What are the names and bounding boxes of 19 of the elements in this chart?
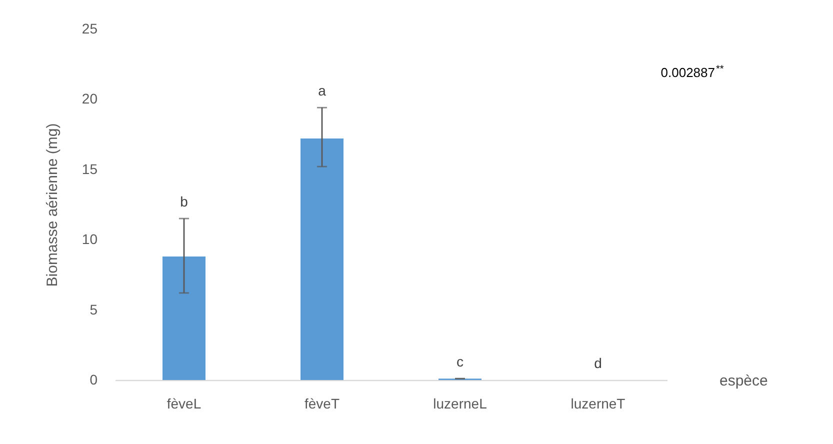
bar [162,256,206,380]
y-tick-label: 20 [82,90,98,107]
y-tick-label: 0 [90,372,98,388]
annotation: 0.002887** [660,64,724,80]
y-tick-label: 5 [90,301,98,318]
annotation: d [594,355,602,371]
x-axis-title: espèce [720,372,768,390]
x-tick-label: luzerneT [570,396,626,412]
y-axis-title: Biomasse aérienne (mg) [44,123,61,287]
y-tick-label: 25 [82,20,98,36]
x-tick-label: luzerneL [433,396,488,412]
y-tick-label: 10 [82,231,98,248]
annotation: b [180,194,188,210]
bar [300,138,344,380]
annotation: a [318,82,326,99]
x-tick-label: fèveL [166,396,202,412]
annotation: c [456,354,464,370]
x-tick-label: fèveT [304,396,340,412]
y-tick-label: 15 [82,160,98,177]
